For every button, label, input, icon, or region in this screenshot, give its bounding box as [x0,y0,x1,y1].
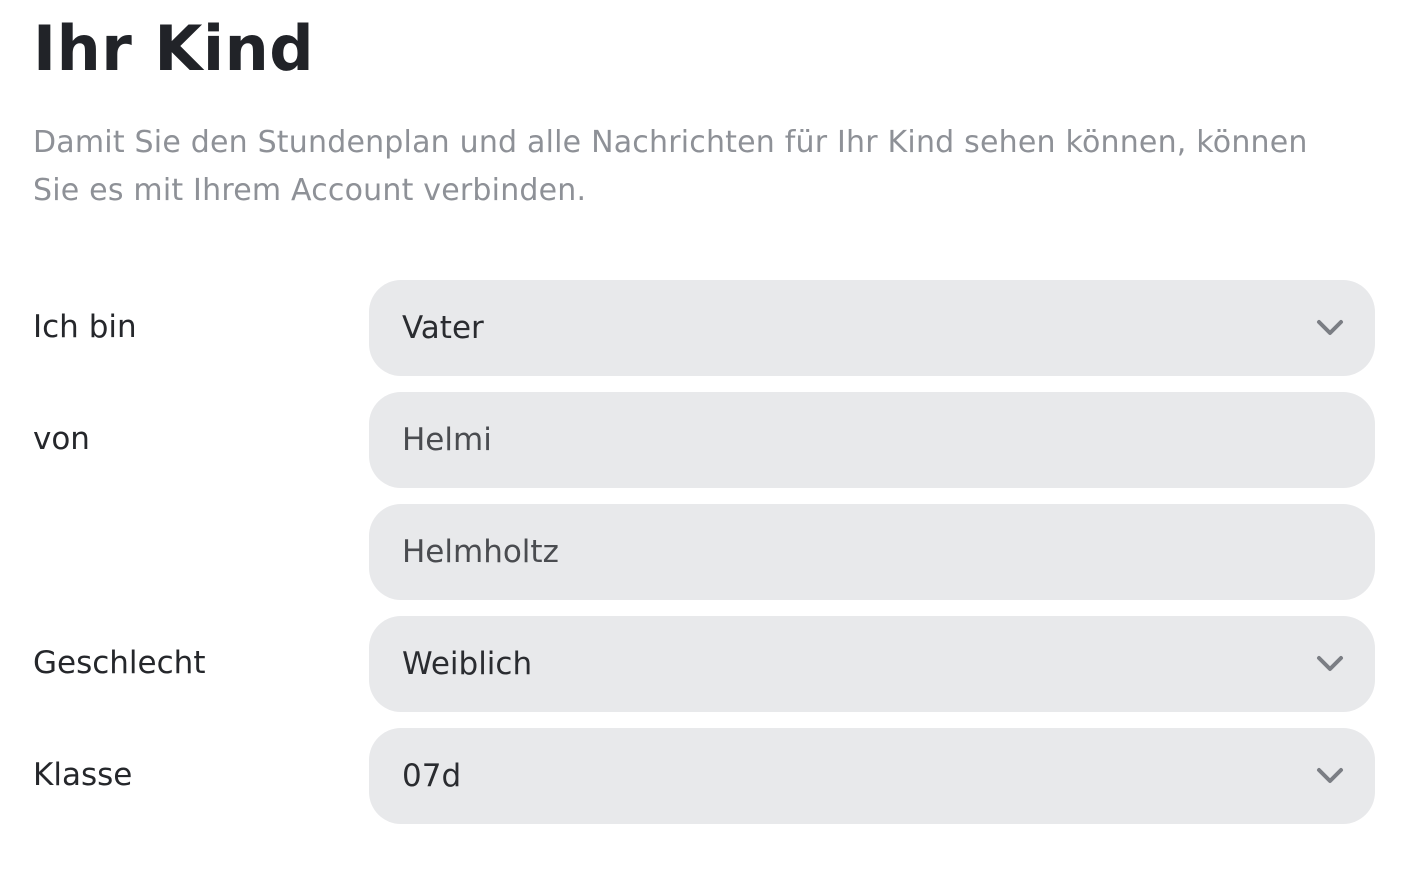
chevron-down-icon [1315,318,1345,338]
gender-select[interactable]: Weiblich [369,616,1375,712]
class-label: Klasse [33,757,133,793]
relation-select-value: Vater [402,310,484,346]
relation-label: Ich bin [33,309,137,345]
first-name-input[interactable]: Helmi [369,392,1375,488]
last-name-input[interactable]: Helmholtz [369,504,1375,600]
last-name-value: Helmholtz [402,534,559,570]
page-description: Damit Sie den Stundenplan und alle Nachr… [33,125,1308,208]
page-title: Ihr Kind [33,12,315,85]
gender-label: Geschlecht [33,645,206,681]
class-select[interactable]: 07d [369,728,1375,824]
gender-select-value: Weiblich [402,646,533,682]
class-select-value: 07d [402,758,462,794]
relation-select[interactable]: Vater [369,280,1375,376]
chevron-down-icon [1315,766,1345,786]
name-label: von [33,421,90,457]
first-name-value: Helmi [402,422,492,458]
chevron-down-icon [1315,654,1345,674]
